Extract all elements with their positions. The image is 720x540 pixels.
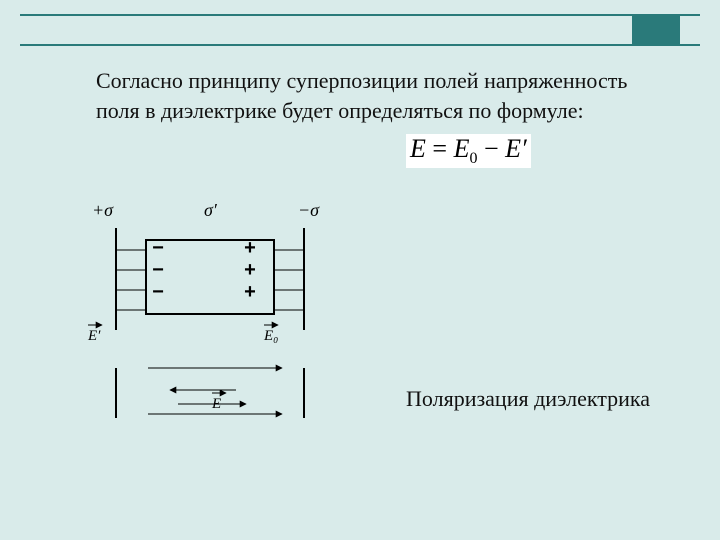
svg-text:+: +: [244, 237, 256, 259]
diagram-caption: Поляризация диэлектрика: [406, 384, 650, 414]
svg-text:−: −: [152, 259, 164, 281]
formula-eq: =: [432, 134, 447, 163]
svg-text:E₀: E₀: [263, 328, 278, 344]
header-rule-top: [20, 14, 700, 16]
bound-charges-minus: −−−: [152, 237, 164, 303]
svg-text:E′: E′: [87, 328, 101, 344]
svg-text:+: +: [244, 259, 256, 281]
formula-Eprime: E′: [505, 134, 527, 163]
label-sigma-minus: −σ: [298, 200, 320, 220]
header-rule-bottom: [20, 44, 700, 46]
label-sigma-prime: σ′: [204, 200, 218, 220]
svg-text:−: −: [152, 237, 164, 259]
superposition-formula: E = E0 − E′: [406, 134, 531, 168]
bound-charges-plus: +++: [244, 237, 256, 303]
formula-E0: E0: [454, 134, 478, 163]
header-bar: [20, 14, 700, 46]
label-E: E: [211, 393, 226, 412]
label-E0: E₀: [263, 325, 278, 344]
label-E-prime: E′: [87, 325, 102, 344]
label-sigma-plus: +σ: [92, 200, 114, 220]
paragraph-text: Согласно принципу суперпозиции полей нап…: [96, 66, 660, 125]
polarization-diagram: +σ σ′ −σ −−− +++ E′ E₀ E: [86, 200, 346, 440]
formula-minus: −: [484, 134, 499, 163]
header-accent-block: [632, 16, 680, 44]
svg-text:−: −: [152, 281, 164, 303]
formula-lhs: E: [410, 134, 426, 163]
svg-text:+: +: [244, 281, 256, 303]
